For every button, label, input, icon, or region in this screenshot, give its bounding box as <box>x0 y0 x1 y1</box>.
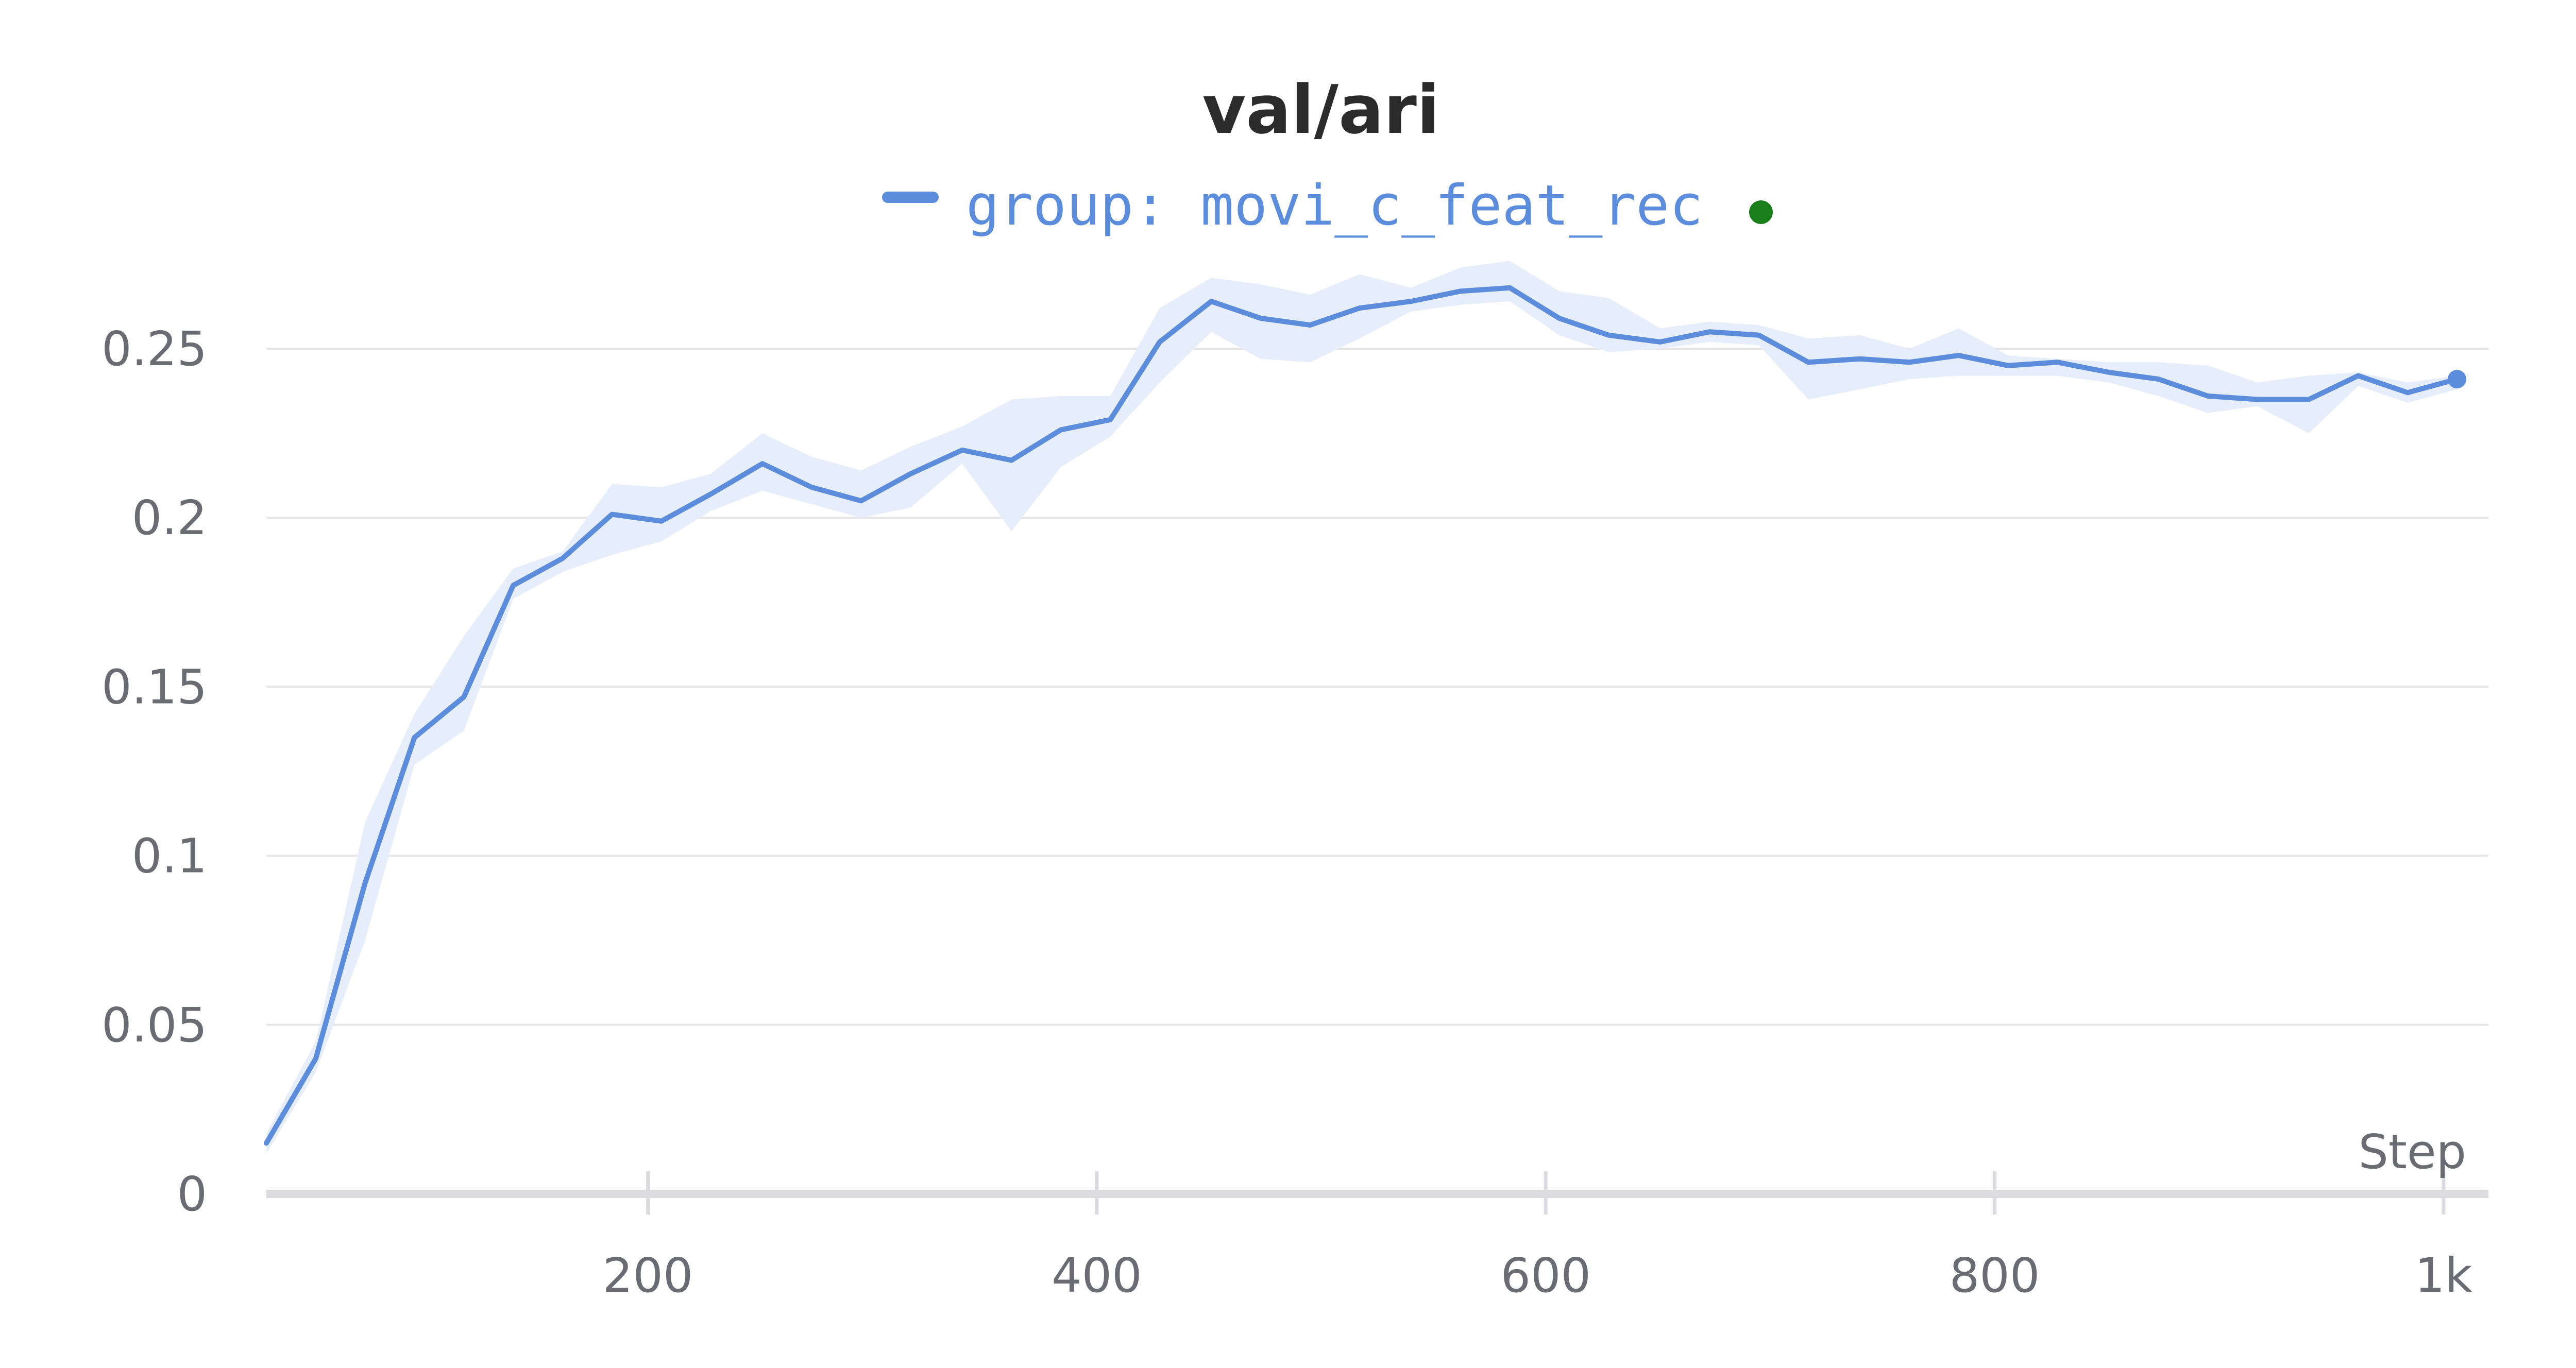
x-tick-label: 600 <box>1500 1248 1591 1303</box>
legend-swatch <box>882 192 939 203</box>
x-tick-label: 400 <box>1052 1248 1142 1303</box>
x-tick-label: 1k <box>2415 1248 2473 1303</box>
x-axis <box>266 1171 2488 1215</box>
series-line[interactable] <box>264 285 2460 1146</box>
y-axis: 0 0.05 0.1 0.15 0.2 0.25 <box>101 321 207 1222</box>
x-axis-title: Step <box>2359 1124 2466 1179</box>
series-range-band <box>266 261 2457 1154</box>
y-tick-label: 0.1 <box>132 829 207 884</box>
chart-title: val/ari <box>1202 71 1440 149</box>
series-line-layer <box>264 285 2467 1146</box>
y-tick-label: 0.15 <box>101 659 207 714</box>
y-tick-label: 0.25 <box>101 321 207 377</box>
gridlines <box>266 348 2488 1026</box>
series-end-point[interactable] <box>2448 370 2467 389</box>
y-tick-label: 0 <box>177 1167 207 1222</box>
x-axis-labels: 200 400 600 800 1k <box>603 1248 2473 1303</box>
range-band-layer <box>266 261 2457 1154</box>
y-tick-label: 0.2 <box>132 490 207 545</box>
x-tick-label: 200 <box>603 1248 693 1303</box>
legend-label: group: movi_c_feat_rec <box>966 174 1703 238</box>
legend[interactable]: group: movi_c_feat_rec <box>882 174 1773 238</box>
run-status-dot <box>1749 200 1773 224</box>
y-tick-label: 0.05 <box>101 998 207 1053</box>
x-tick-label: 800 <box>1950 1248 2040 1303</box>
